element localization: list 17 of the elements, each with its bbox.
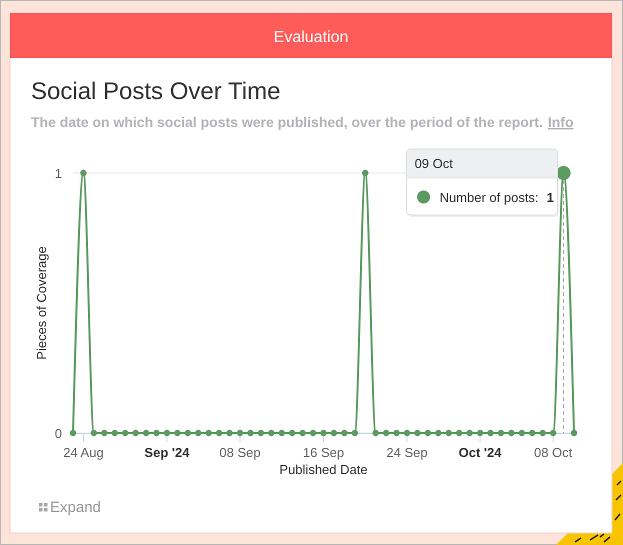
y-tick-label: 1 xyxy=(54,166,62,181)
text: Expand xyxy=(50,499,101,516)
x-tick-label: Oct '24 xyxy=(458,445,502,460)
x-tick-label: 24 Aug xyxy=(63,445,104,460)
y-axis-title: Pieces of Coverage xyxy=(34,246,49,360)
x-tick-label: 08 Sep xyxy=(219,445,261,460)
x-tick-label: 16 Sep xyxy=(302,445,344,460)
annotation: 09 Oct xyxy=(414,156,454,171)
x-tick-label: Sep '24 xyxy=(144,445,190,460)
text: Evaluation xyxy=(274,29,348,46)
chart-title: Social Posts Over Time xyxy=(31,78,280,105)
x-axis-title: Published Date xyxy=(279,462,368,477)
text: Info xyxy=(548,114,574,130)
y-tick-label: 0 xyxy=(54,426,62,441)
chart-subtitle: The date on which social posts were published, over the period of the report. xyxy=(31,114,543,130)
x-tick-label: 24 Sep xyxy=(386,445,428,460)
x-tick-label: 08 Oct xyxy=(534,445,573,460)
